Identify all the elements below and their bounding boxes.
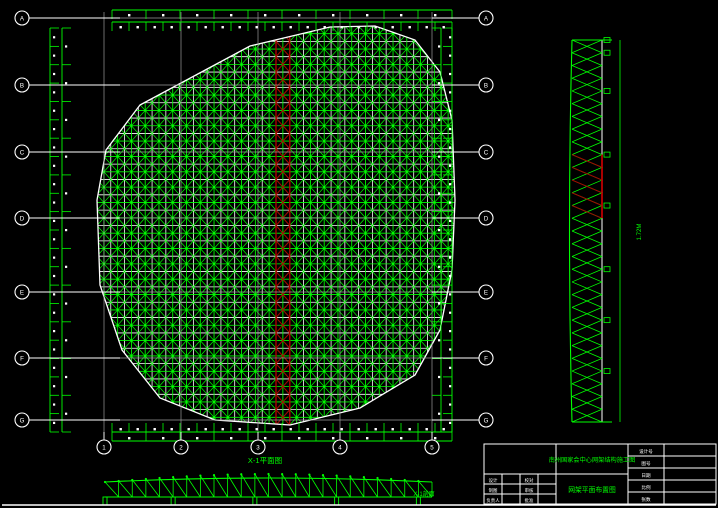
field-label-drawing-no: 图号 xyxy=(641,461,651,467)
svg-text:1: 1 xyxy=(102,445,106,452)
project-title-text: 南州国家会中心网架结构施工图 xyxy=(549,456,636,464)
svg-text:A: A xyxy=(20,16,25,23)
svg-text:2: 2 xyxy=(179,445,183,452)
grid-bubbles-bottom[interactable]: 1 2 3 4 5 xyxy=(96,432,440,455)
svg-text:3: 3 xyxy=(256,445,260,452)
svg-text:F: F xyxy=(20,356,24,363)
dimension-ladder-top xyxy=(111,9,453,31)
svg-text:B: B xyxy=(20,83,24,90)
field-label-scale: 比例 xyxy=(641,484,651,491)
svg-text:C: C xyxy=(20,150,25,157)
signoff-label-r2c3: 批准 xyxy=(525,497,534,504)
signoff-label-r1c3: 审核 xyxy=(525,487,534,494)
dimension-ladder-bottom xyxy=(111,423,453,442)
svg-text:G: G xyxy=(20,418,25,425)
right-elevation-dimension: 1.72M xyxy=(637,224,643,241)
svg-text:E: E xyxy=(20,290,24,297)
dimension-ladder-right xyxy=(432,27,453,433)
svg-text:B: B xyxy=(484,83,488,90)
dimension-ladder-left xyxy=(49,27,71,433)
svg-text:D: D xyxy=(484,216,489,223)
svg-text:C: C xyxy=(484,150,489,157)
svg-text:G: G xyxy=(484,418,489,425)
field-label-sheets: 张数 xyxy=(641,496,651,503)
svg-text:D: D xyxy=(20,216,25,223)
plan-view-label: X-1平面图 xyxy=(248,456,282,465)
signoff-label-r0c3: 校对 xyxy=(525,477,534,484)
field-label-date: 日期 xyxy=(641,473,651,479)
svg-text:5: 5 xyxy=(430,445,434,452)
signoff-label-r1c1: 制图 xyxy=(489,487,498,494)
svg-text:F: F xyxy=(484,356,488,363)
grid-bubbles-right[interactable]: A B C D E F G xyxy=(432,10,494,428)
grid-bubbles-left[interactable]: A B C D E F G xyxy=(14,10,120,428)
field-label-design-no: 设计号 xyxy=(639,448,653,455)
svg-text:4: 4 xyxy=(338,445,342,452)
drawing-title-text: 网架平面布置图 xyxy=(568,485,616,494)
svg-text:A: A xyxy=(484,16,489,23)
bottom-elevation-label: X-1剖面 xyxy=(413,490,434,498)
signoff-label-r0c1: 设计 xyxy=(489,477,498,484)
svg-text:E: E xyxy=(484,290,488,297)
truss-elevation-bottom xyxy=(102,472,433,506)
truss-elevation-right xyxy=(568,37,621,423)
signoff-label-r2c1: 负责人 xyxy=(486,497,500,504)
